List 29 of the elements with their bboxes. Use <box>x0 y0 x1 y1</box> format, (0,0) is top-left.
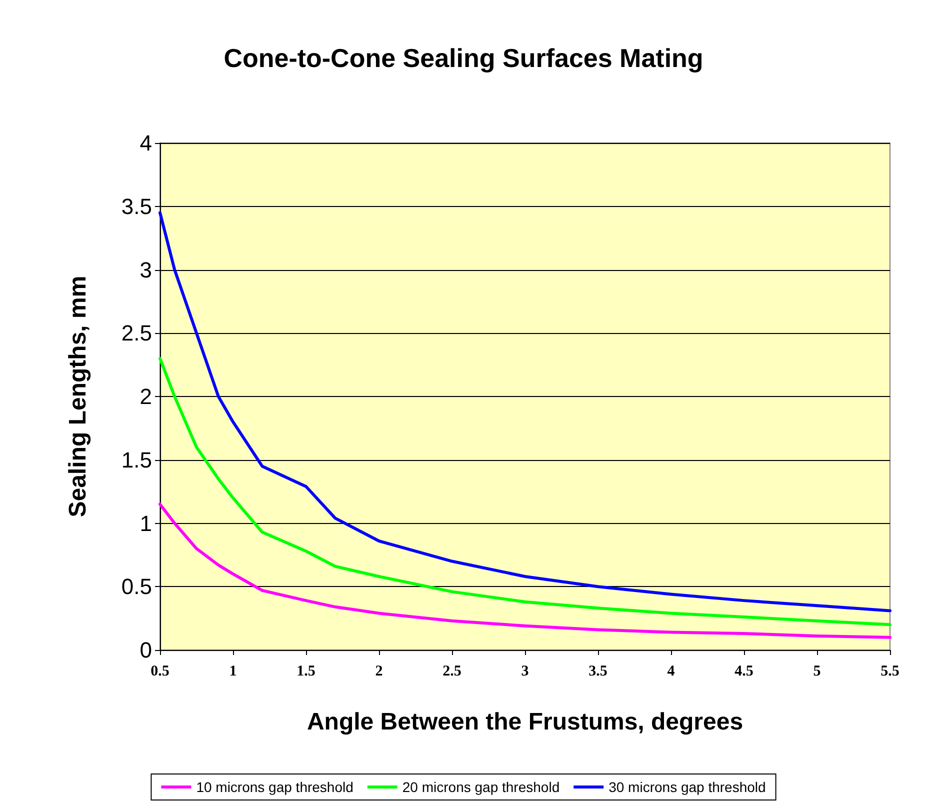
x-tick-label: 4.5 <box>734 664 754 680</box>
x-tick-label: 5.5 <box>880 664 900 680</box>
y-tick-label: 1.5 <box>121 447 152 472</box>
x-tick-label: 2 <box>375 664 383 680</box>
legend-label: 10 microns gap threshold <box>196 779 354 795</box>
y-tick-label: 0 <box>140 638 152 662</box>
x-tick-label: 4 <box>667 664 676 680</box>
x-tick-label: 3 <box>521 664 529 680</box>
y-tick-label: 2.5 <box>121 320 152 346</box>
x-tick-label: 1 <box>229 664 237 680</box>
y-tick-label: 2 <box>140 384 152 409</box>
legend-label: 20 microns gap threshold <box>402 779 560 795</box>
y-tick-label: 3.5 <box>121 194 152 219</box>
y-tick-label: 1 <box>140 510 152 536</box>
x-tick-label: 3.5 <box>588 664 608 680</box>
y-tick-label: 0.5 <box>121 574 152 600</box>
chart-title: Cone-to-Cone Sealing Surfaces Mating <box>224 43 704 73</box>
x-tick-label: 5 <box>813 664 821 680</box>
y-tick-label: 3 <box>140 257 152 282</box>
line-series <box>158 211 892 612</box>
x-tick-label: 1.5 <box>296 664 316 680</box>
legend-label: 30 microns gap threshold <box>608 779 766 795</box>
line-series <box>158 502 892 639</box>
x-axis-title: Angle Between the Frustums, degrees <box>306 708 744 736</box>
line-series <box>158 356 892 626</box>
y-tick-label: 4 <box>140 130 152 156</box>
x-tick-label: 0.5 <box>150 664 170 680</box>
y-axis-title: Sealing Lengths, mm <box>64 276 92 518</box>
x-tick-label: 2.5 <box>442 664 462 680</box>
